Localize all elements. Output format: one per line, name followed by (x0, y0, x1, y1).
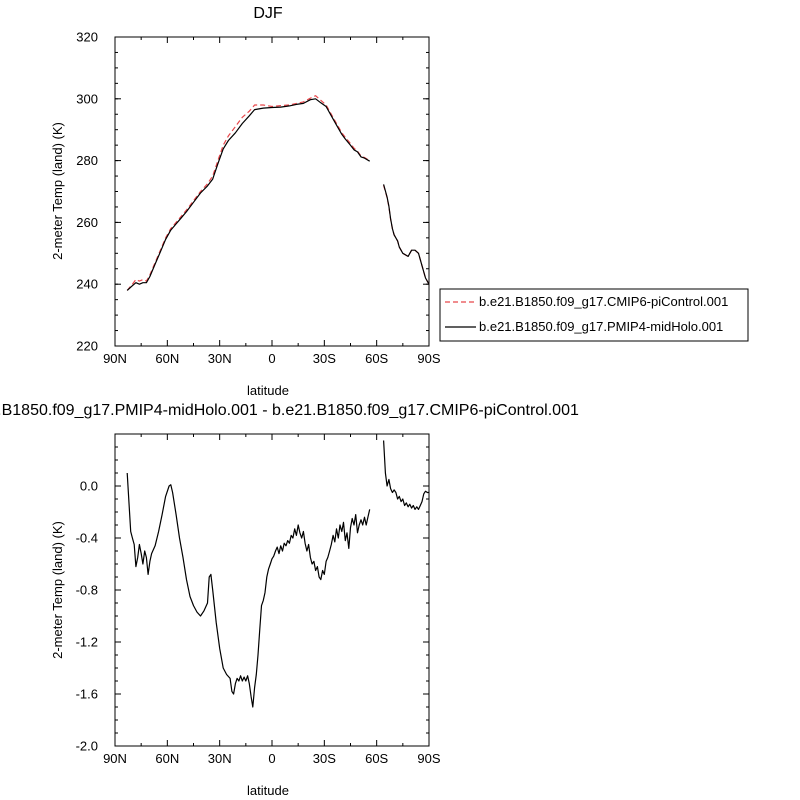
x-tick-label: 0 (268, 351, 275, 366)
x-tick-label: 30S (313, 351, 336, 366)
legend-label-midholo: b.e21.B1850.f09_g17.PMIP4-midHolo.001 (479, 319, 723, 334)
y-tick-label: 0.0 (80, 479, 98, 494)
series-line-0-0-seg-1 (383, 185, 430, 285)
y-tick-label: 300 (76, 91, 98, 106)
chart-top-legend: b.e21.B1850.f09_g17.CMIP6-piControl.001 … (439, 288, 749, 342)
y-tick-label: -1.2 (76, 635, 98, 650)
chart-top-ticks: 90N 60N 30N 0 30S 60S 90S 220 240 260 280 300 320 (76, 30, 441, 367)
x-tick-label: 60N (155, 751, 179, 766)
series-line-0-0-seg-0 (126, 95, 371, 291)
y-tick-label: 280 (76, 153, 98, 168)
x-tick-label: 60S (365, 751, 388, 766)
y-tick-label: 320 (76, 30, 98, 45)
y-tick-label: 220 (76, 339, 98, 354)
chart-top-title: DJF (253, 5, 283, 22)
x-tick-label: 90S (417, 751, 440, 766)
chart-bottom-ylabel: 2-meter Temp (land) (K) (50, 521, 65, 659)
chart-bottom-ticks: 90N 60N 30N 0 30S 60S 90S -2.0 -1.6 -1.2 -0.8 -0.4 0… (76, 433, 441, 766)
chart-bottom-difference: b.e21.B1850.f09_g17.PMIP4-midHolo.001 - … (0, 402, 579, 798)
y-tick-label: 240 (76, 277, 98, 292)
y-tick-label: 260 (76, 215, 98, 230)
x-tick-label: 60N (155, 351, 179, 366)
x-tick-label: 60S (365, 351, 388, 366)
chart-bottom-xlabel: latitude (247, 783, 289, 798)
series-line-1-0-seg-0 (126, 472, 371, 708)
y-tick-label: -2.0 (76, 739, 98, 754)
chart-top-series (126, 95, 430, 291)
y-tick-label: -0.4 (76, 531, 98, 546)
chart-top-plot-frame (114, 36, 430, 347)
chart-top-ylabel: 2-meter Temp (land) (K) (50, 122, 65, 260)
chart-bottom-series (126, 440, 429, 708)
x-tick-label: 30N (208, 751, 232, 766)
legend-label-picontrol: b.e21.B1850.f09_g17.CMIP6-piControl.001 (479, 294, 728, 309)
x-tick-label: 30S (313, 751, 336, 766)
chart-top-djf: DJF 90N 60N 30N 0 30S 60S 90S 220 240 260 280 300 32… (50, 5, 749, 398)
chart-top-xlabel: latitude (247, 383, 289, 398)
chart-bottom-plot-frame (114, 433, 430, 747)
series-line-0-1-seg-1 (383, 184, 430, 285)
x-tick-label: 90N (103, 751, 127, 766)
series-line-1-0-seg-1 (383, 440, 429, 510)
legend-box (439, 288, 749, 342)
series-line-0-1-seg-0 (126, 98, 371, 291)
x-tick-label: 90N (103, 351, 127, 366)
y-tick-label: -1.6 (76, 687, 98, 702)
y-tick-label: -0.8 (76, 583, 98, 598)
x-tick-label: 0 (268, 751, 275, 766)
chart-bottom-title: b.e21.B1850.f09_g17.PMIP4-midHolo.001 - … (0, 402, 579, 419)
x-tick-label: 30N (208, 351, 232, 366)
x-tick-label: 90S (417, 351, 440, 366)
